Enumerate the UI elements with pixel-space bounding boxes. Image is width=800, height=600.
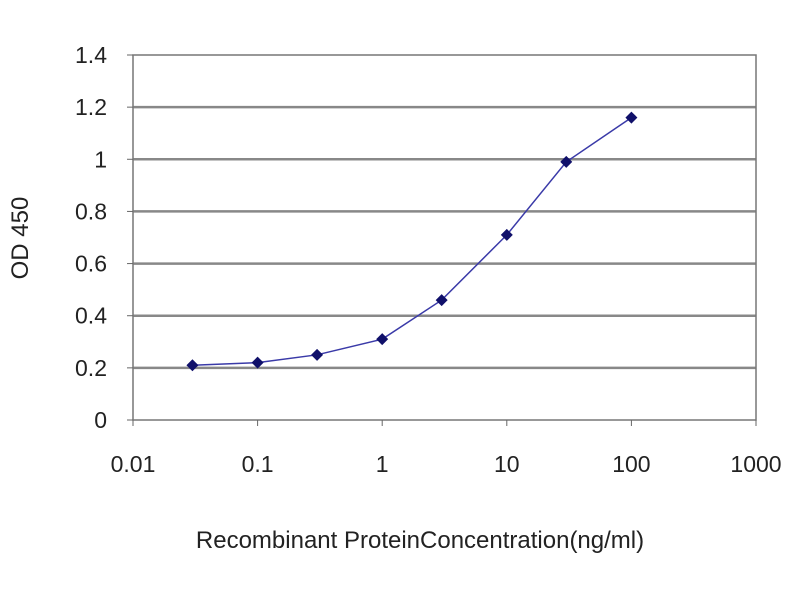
x-tick-label: 1	[376, 451, 389, 477]
x-tick-label: 1000	[730, 451, 781, 477]
y-tick-label: 1.4	[75, 42, 107, 68]
data-point	[560, 155, 573, 168]
data-point	[500, 228, 513, 241]
y-tick-label: 0.2	[75, 355, 107, 381]
gridlines	[133, 105, 756, 370]
data-point	[311, 348, 324, 361]
y-tick-label: 0	[94, 407, 107, 433]
x-axis: 0.01 0.1 1 10 100 1000	[111, 420, 782, 477]
y-tick-label: 1	[94, 146, 107, 172]
data-point	[435, 294, 448, 307]
y-axis-label: OD 450	[7, 197, 34, 280]
data-point	[186, 359, 199, 372]
x-tick-label: 0.01	[111, 451, 156, 477]
y-tick-label: 1.2	[75, 94, 107, 120]
series	[186, 111, 638, 372]
data-point	[376, 333, 389, 346]
series-line	[192, 116, 632, 366]
x-tick-label: 0.1	[242, 451, 274, 477]
plot-area-border	[132, 54, 757, 421]
x-tick-label: 100	[612, 451, 650, 477]
x-tick-label: 10	[494, 451, 520, 477]
y-axis: 0 0.2 0.4 0.6 0.8 1 1.2 1.4	[75, 42, 133, 433]
y-tick-label: 0.4	[75, 303, 107, 329]
y-tick-label: 0.6	[75, 251, 107, 277]
data-point	[251, 356, 264, 369]
x-axis-label: Recombinant ProteinConcentration(ng/ml)	[196, 527, 644, 554]
y-tick-label: 0.8	[75, 198, 107, 224]
data-point	[625, 111, 638, 124]
